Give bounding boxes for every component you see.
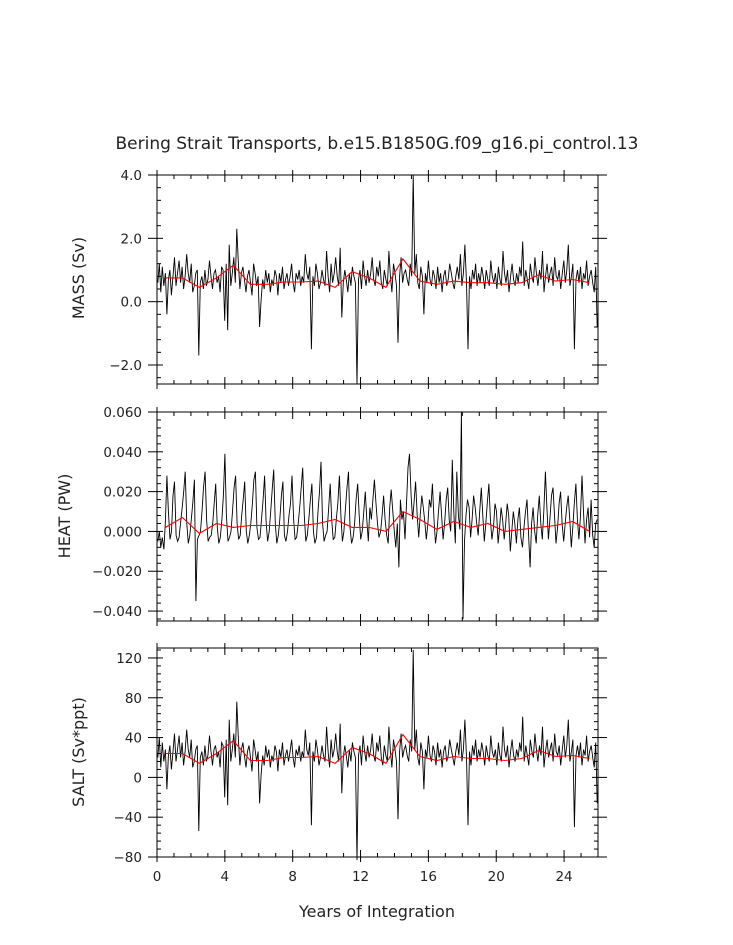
salt-y-tick-label: 80: [125, 691, 142, 707]
heat-y-tick-label: 0.040: [103, 445, 142, 461]
salt-y-tick-label: 40: [125, 731, 142, 747]
salt-annual-mean-line: [165, 733, 590, 765]
mass-annual-mean-line: [165, 257, 590, 289]
salt-monthly-line: [157, 649, 598, 861]
heat-annual-mean-line: [165, 510, 590, 535]
mass-panel: 4.0 2.0 0.0 −2.0 MASS (Sv): [69, 168, 607, 389]
heat-y-tick-label: 0.060: [103, 405, 142, 421]
mass-monthly-line: [157, 174, 598, 385]
salt-y-tick-label: 0: [133, 770, 142, 786]
heat-axis-ticks: [148, 407, 607, 626]
heat-monthly-line: [157, 411, 598, 620]
mass-y-axis-label: MASS (Sv): [69, 237, 88, 319]
heat-y-tick-label: −0.040: [92, 604, 142, 620]
x-tick-label: 8: [288, 869, 297, 885]
x-tick-label: 12: [352, 869, 369, 885]
x-tick-labels: 0 4 8 12 16 20 24: [153, 869, 573, 885]
x-axis-label: Years of Integration: [298, 902, 455, 921]
mass-y-tick-labels: 4.0 2.0 0.0 −2.0: [109, 168, 142, 374]
salt-axis-ticks: [148, 643, 607, 862]
salt-y-tick-labels: 120 80 40 0 −40 −80: [114, 651, 143, 866]
mass-y-tick-label: 4.0: [121, 168, 142, 184]
x-tick-label: 20: [488, 869, 505, 885]
heat-y-tick-label: 0.020: [103, 485, 142, 501]
x-tick-label: 4: [221, 869, 230, 885]
mass-axis-ticks: [148, 170, 607, 389]
mass-y-tick-label: 2.0: [121, 231, 142, 247]
salt-y-tick-label: −80: [114, 850, 143, 866]
heat-y-axis-label: HEAT (PW): [55, 474, 74, 559]
salt-panel: 120 80 40 0 −40 −80 SALT (Sv*ppt): [69, 643, 607, 866]
x-tick-label: 24: [555, 869, 572, 885]
chart-title: Bering Strait Transports, b.e15.B1850G.f…: [115, 134, 638, 154]
mass-y-tick-label: 0.0: [121, 295, 142, 311]
heat-panel: 0.060 0.040 0.020 0.000 −0.020 −0.040 HE…: [55, 405, 607, 626]
x-tick-label: 16: [420, 869, 437, 885]
salt-y-tick-label: −40: [114, 810, 143, 826]
salt-y-axis-label: SALT (Sv*ppt): [69, 697, 88, 807]
mass-y-tick-label: −2.0: [109, 358, 142, 374]
heat-y-tick-labels: 0.060 0.040 0.020 0.000 −0.020 −0.040: [92, 405, 142, 620]
salt-y-tick-label: 120: [116, 651, 142, 667]
heat-y-tick-label: −0.020: [92, 564, 142, 580]
heat-y-tick-label: 0.000: [103, 524, 142, 540]
x-tick-label: 0: [153, 869, 162, 885]
